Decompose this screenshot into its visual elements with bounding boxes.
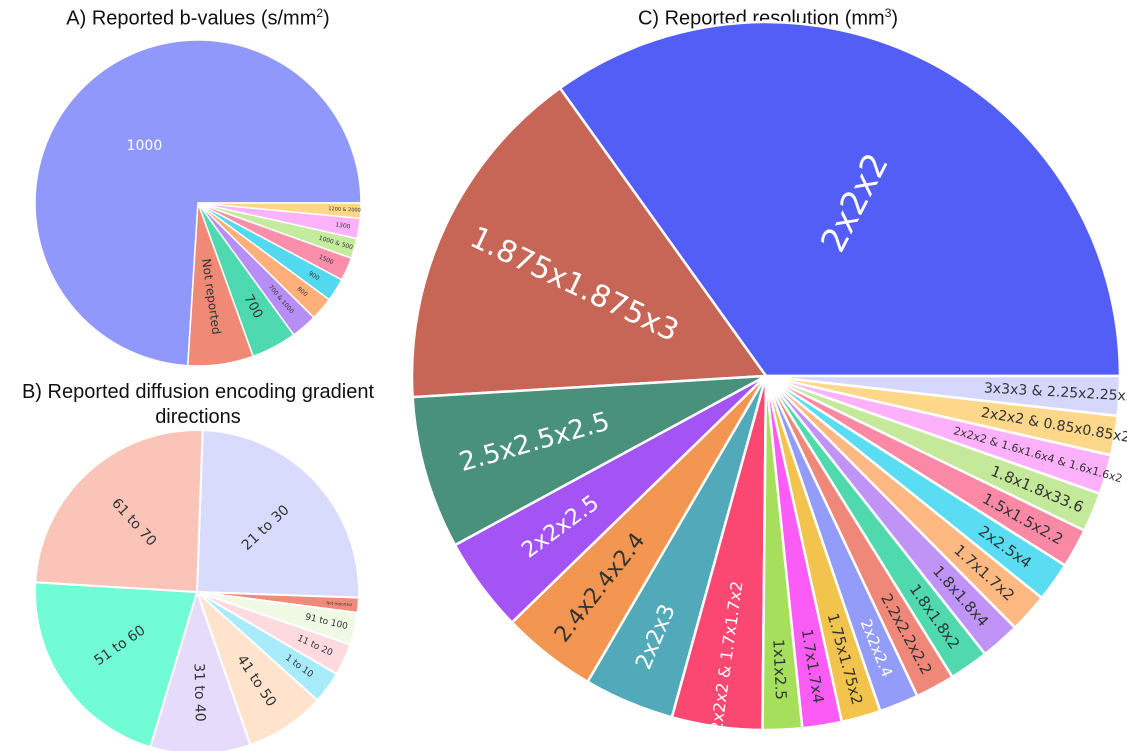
chart-b-title: B) Reported diffusion encoding gradient … [0,380,396,430]
chart-a-title-end: ) [323,7,330,30]
chart-c-label-1x1x2-5: 1x1x2.5 [769,639,790,700]
chart-c-title-text: C) Reported resolution (mm [637,7,885,30]
chart-a-title: A) Reported b-values (s/mm2) [0,6,396,31]
pie-chart-c: 2x2x21.875x1.875x32.5x2.5x2.52x2x2.52.4x… [410,20,1127,733]
chart-b-slice-51-to-60 [34,581,199,749]
chart-c-slice-3x3x3-2-25x2-25x2 [765,374,1122,418]
chart-c-title-sup: 3 [884,6,892,20]
chart-a-label-1300: 1300 [335,221,351,230]
chart-b-label-not-reported: Not reported [326,600,352,607]
chart-a-label-1000: 1000 [127,138,163,154]
chart-c-slice-2-5x2-5x2-5 [411,374,767,547]
chart-b-title-text: B) Reported diffusion encoding gradient … [21,381,375,428]
chart-b-slice-21-to-30 [195,429,360,599]
chart-c-title: C) Reported resolution (mm3) [560,6,976,31]
chart-b-slice-61-to-70 [34,429,204,594]
chart-a-label-1200-2000: 1200 & 2000 [328,206,361,214]
chart-a-title-sup: 2 [316,6,324,20]
chart-c-slice-2x2x2 [558,20,1122,378]
chart-c-title-end: ) [891,7,899,30]
chart-b-label-31-to-40: 31 to 40 [191,663,208,722]
chart-a-title-text: A) Reported b-values (s/mm [66,7,317,30]
chart-a-slice-1200-2000 [197,202,362,220]
chart-b-slice-31-to-40 [149,588,252,751]
chart-c-slice-1-875x1-875x3 [410,86,769,399]
